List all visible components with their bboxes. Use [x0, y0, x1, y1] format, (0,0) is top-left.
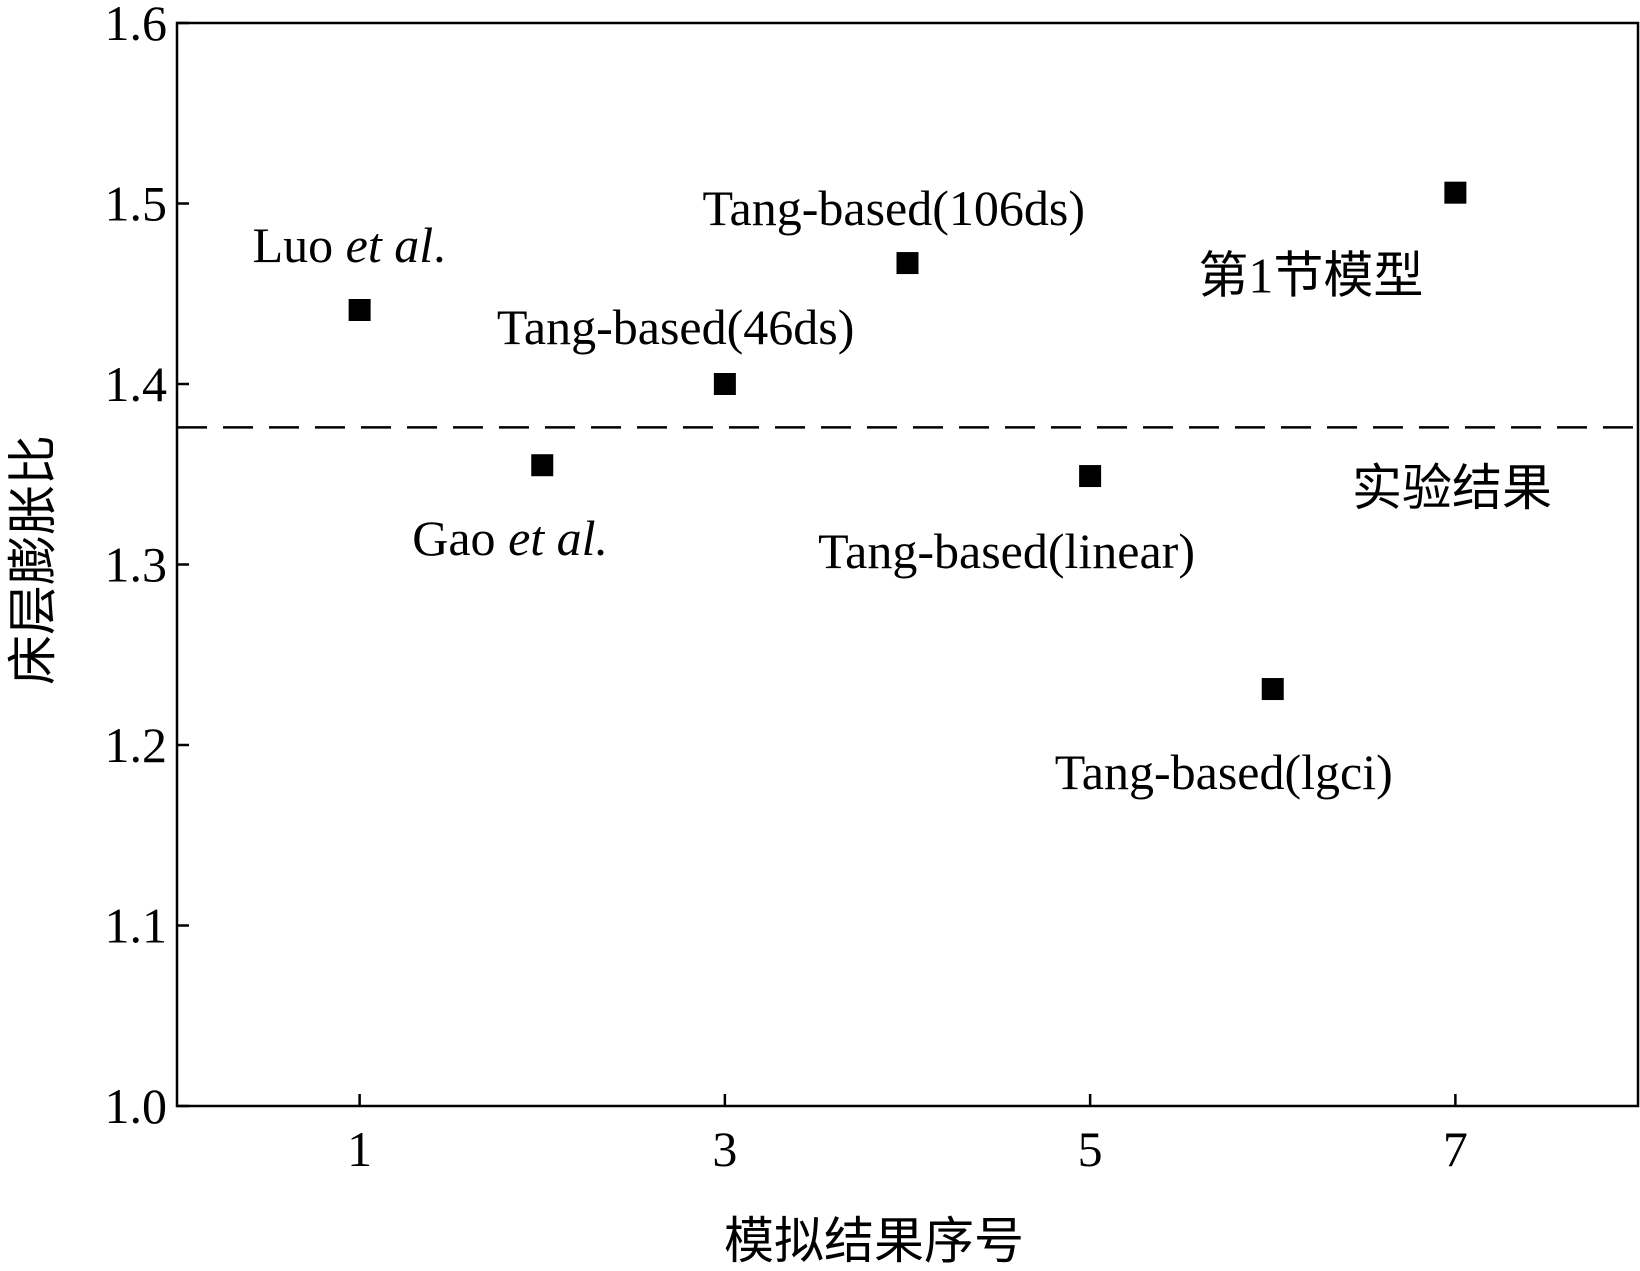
x-axis-title: 模拟结果序号 — [724, 1213, 1024, 1269]
data-point-label: Gao et al. — [412, 510, 608, 566]
y-tick-label: 1.0 — [105, 1078, 168, 1134]
x-tick-label: 1 — [347, 1121, 372, 1177]
y-tick-label: 1.2 — [105, 717, 168, 773]
x-tick-label: 3 — [712, 1121, 737, 1177]
data-point-label: Luo et al. — [253, 217, 446, 273]
data-point-marker — [713, 373, 736, 395]
reference-line-label: 实验结果 — [1352, 460, 1552, 516]
data-point-marker — [1261, 678, 1284, 701]
data-point-marker — [896, 252, 919, 275]
y-tick-label: 1.1 — [105, 898, 168, 954]
y-tick-label: 1.5 — [105, 176, 168, 232]
y-axis-ticks: 1.0 1.1 1.2 1.3 1.4 1.5 1.6 — [105, 0, 189, 1134]
data-point-label: Tang-based(46ds) — [497, 299, 855, 355]
data-point-label: Tang-based(linear) — [818, 523, 1195, 579]
data-point-marker — [1444, 181, 1467, 204]
data-point-label: Tang-based(lgci) — [1055, 744, 1393, 800]
data-point-labels: Luo et al. Gao et al. Tang-based(46ds) Tang… — [253, 180, 1424, 800]
data-point-marker — [531, 454, 554, 477]
x-tick-label: 7 — [1443, 1121, 1468, 1177]
y-tick-label: 1.6 — [105, 0, 168, 51]
y-axis-title: 床层膨胀比 — [5, 435, 61, 685]
x-axis-ticks: 1 3 5 7 — [347, 1094, 1468, 1177]
y-tick-label: 1.4 — [105, 356, 168, 412]
data-point-marker — [348, 298, 371, 321]
data-points — [348, 181, 1467, 701]
data-point-label: Tang-based(106ds) — [703, 180, 1086, 236]
x-tick-label: 5 — [1078, 1121, 1103, 1177]
data-point-label: 第1节模型 — [1198, 248, 1423, 304]
y-tick-label: 1.3 — [105, 537, 168, 593]
data-point-marker — [1079, 465, 1102, 488]
